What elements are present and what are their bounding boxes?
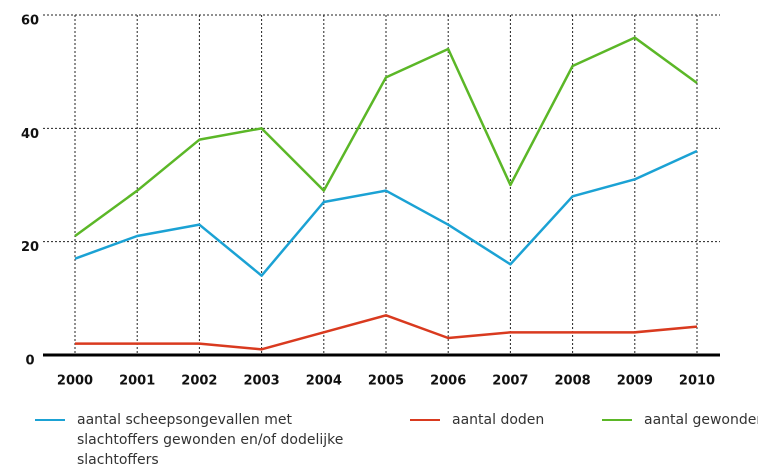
legend-item: aantal doden [410, 410, 632, 430]
series-line [74, 36, 698, 238]
legend-swatch [410, 419, 440, 421]
x-tick-label: 2005 [368, 374, 404, 389]
series-line [75, 314, 698, 351]
x-tick-label: 2003 [244, 374, 280, 389]
x-tick-label: 2007 [492, 374, 528, 389]
x-tick-label: 2010 [679, 374, 715, 389]
x-tick-label: 2002 [181, 374, 217, 389]
legend-item: aantal scheepsongevallen met slachtoffer… [35, 410, 367, 470]
x-tick-label: 2000 [57, 374, 93, 389]
x-tick-label: 2001 [119, 374, 155, 389]
y-tick-label: 20 [21, 240, 39, 255]
chart: 2000 2001 2002 2003 2004 2005 2006 2007 2008 2009… [21, 14, 720, 389]
legend-swatch [35, 419, 65, 421]
y-tick-label: 0 [25, 354, 34, 369]
x-tick-label: 2008 [555, 374, 591, 389]
y-tick-label: 40 [21, 127, 39, 142]
series-line [74, 149, 698, 277]
x-tick-label: 2004 [306, 374, 342, 389]
x-tick-label: 2006 [430, 374, 466, 389]
y-tick-label: 60 [21, 14, 39, 29]
page: {"chart_data": {"type": "line", "categor… [20, 13, 758, 468]
x-tick-label: 2009 [617, 374, 653, 389]
legend-label: aantal doden [452, 412, 545, 428]
legend-swatch [602, 419, 632, 421]
legend-label: aantal scheepsongevallen met slachtoffer… [77, 412, 344, 468]
legend-label: aantal gewonden [644, 412, 758, 428]
legend-item: aantal gewonden [602, 410, 758, 430]
